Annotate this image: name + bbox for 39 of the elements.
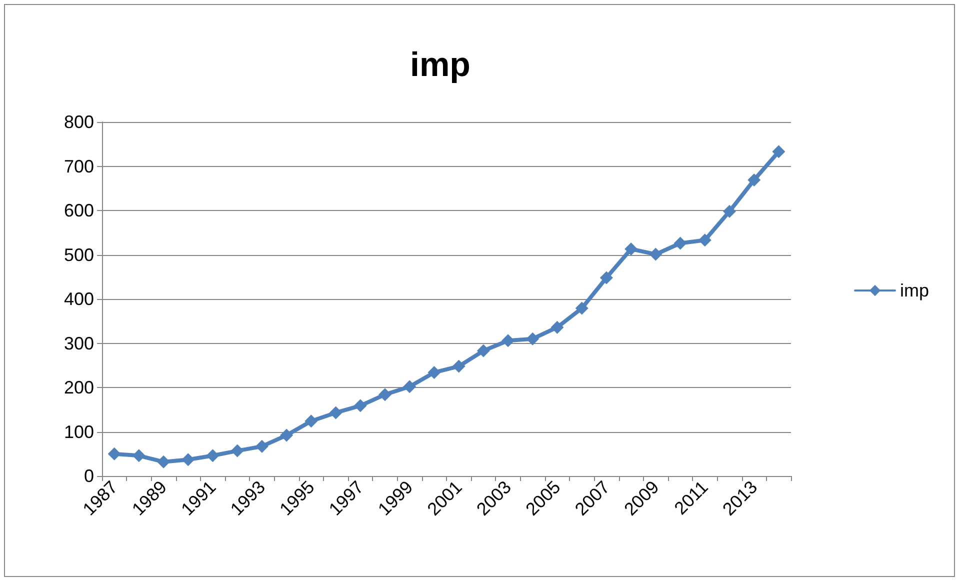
point	[452, 360, 466, 373]
y-tick-label: 300	[64, 333, 94, 354]
y-tick-label: 600	[64, 200, 94, 220]
point	[403, 380, 416, 394]
y-tick-label: 0	[84, 466, 94, 486]
point	[476, 344, 490, 358]
point	[722, 204, 736, 218]
y-tick-label: 400	[64, 289, 94, 309]
point	[157, 455, 170, 468]
point	[550, 320, 564, 334]
point	[132, 449, 146, 462]
y-tick-label: 700	[64, 156, 94, 176]
y-tick-label: 500	[64, 244, 94, 265]
point	[354, 399, 367, 412]
point	[378, 388, 392, 402]
point	[280, 428, 294, 442]
point	[182, 453, 195, 466]
point	[526, 332, 540, 346]
point	[649, 248, 662, 261]
point	[698, 234, 712, 247]
legend-label: imp	[900, 280, 930, 300]
point	[255, 440, 268, 453]
point	[748, 173, 761, 186]
point	[304, 414, 318, 428]
point	[600, 271, 613, 284]
point	[674, 236, 687, 250]
point	[108, 447, 121, 460]
point	[329, 406, 342, 420]
point	[230, 444, 244, 458]
point	[575, 302, 588, 315]
chart-title: imp	[410, 46, 470, 84]
point	[502, 334, 515, 348]
y-tick-label: 100	[64, 422, 94, 442]
y-tick-label: 800	[64, 112, 94, 132]
y-tick-label: 200	[64, 378, 94, 398]
point	[624, 242, 638, 256]
point	[428, 366, 441, 379]
point	[206, 449, 220, 462]
point	[772, 145, 786, 158]
